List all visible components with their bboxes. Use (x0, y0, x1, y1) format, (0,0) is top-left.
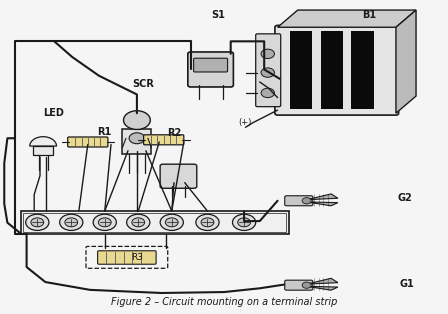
FancyBboxPatch shape (160, 164, 197, 188)
FancyBboxPatch shape (68, 137, 108, 147)
Circle shape (124, 111, 151, 129)
Circle shape (261, 68, 275, 77)
Circle shape (165, 218, 178, 227)
FancyBboxPatch shape (321, 31, 343, 110)
Circle shape (201, 218, 214, 227)
Circle shape (233, 214, 256, 230)
Circle shape (26, 214, 49, 230)
Circle shape (302, 198, 311, 204)
Text: R2: R2 (167, 127, 181, 138)
Text: R3: R3 (131, 253, 143, 262)
Ellipse shape (129, 133, 145, 144)
FancyBboxPatch shape (33, 146, 53, 155)
Text: S1: S1 (212, 10, 226, 20)
Circle shape (31, 218, 44, 227)
Polygon shape (309, 194, 338, 199)
Circle shape (261, 49, 275, 58)
Circle shape (60, 214, 83, 230)
FancyBboxPatch shape (290, 31, 312, 110)
Text: R1: R1 (97, 127, 112, 137)
Circle shape (302, 282, 311, 288)
Circle shape (99, 218, 111, 227)
FancyBboxPatch shape (122, 129, 151, 154)
Circle shape (261, 88, 275, 98)
Circle shape (65, 218, 78, 227)
FancyBboxPatch shape (98, 251, 156, 264)
Circle shape (132, 218, 145, 227)
FancyBboxPatch shape (285, 196, 313, 206)
Circle shape (160, 214, 183, 230)
Text: G1: G1 (400, 279, 414, 289)
Circle shape (238, 218, 250, 227)
Polygon shape (309, 202, 338, 206)
Polygon shape (309, 286, 338, 290)
Polygon shape (309, 278, 338, 284)
FancyBboxPatch shape (188, 52, 233, 87)
Circle shape (127, 214, 150, 230)
Circle shape (196, 214, 219, 230)
Text: (+): (+) (239, 118, 252, 127)
FancyBboxPatch shape (194, 58, 228, 72)
FancyBboxPatch shape (144, 135, 184, 145)
Text: LED: LED (43, 108, 64, 118)
FancyBboxPatch shape (21, 211, 289, 234)
Polygon shape (396, 10, 416, 113)
Wedge shape (30, 137, 56, 146)
FancyBboxPatch shape (285, 280, 313, 290)
Text: G2: G2 (397, 193, 412, 203)
Text: B1: B1 (362, 10, 376, 20)
FancyBboxPatch shape (256, 34, 281, 107)
FancyBboxPatch shape (275, 25, 399, 115)
Polygon shape (278, 10, 416, 27)
FancyBboxPatch shape (351, 31, 374, 110)
Circle shape (93, 214, 116, 230)
Text: SCR: SCR (132, 78, 154, 89)
Text: Figure 2 – Circuit mounting on a terminal strip: Figure 2 – Circuit mounting on a termina… (111, 297, 337, 307)
